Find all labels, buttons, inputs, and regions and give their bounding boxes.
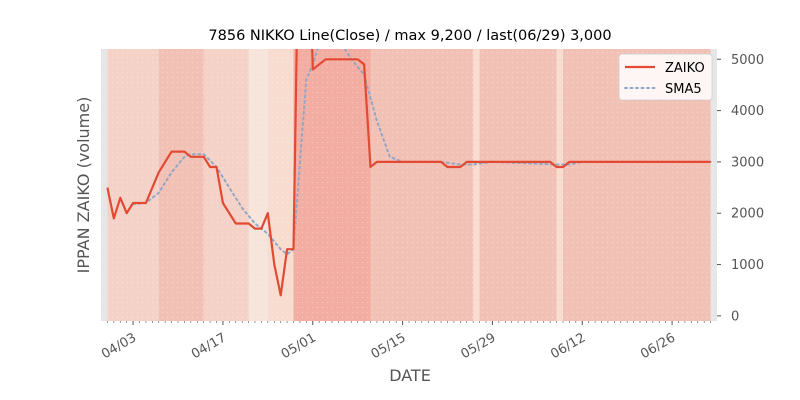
x-tick-label: 05/29 [458, 330, 498, 362]
x-tick-label: 04/17 [189, 330, 229, 362]
y-tick-label: 2000 [731, 207, 764, 222]
x-tick-label: 06/26 [638, 330, 678, 362]
x-axis-ticks: 04/03 04/17 05/01 05/15 05/29 06/12 06/26 [99, 321, 678, 362]
x-axis-label: DATE [389, 366, 431, 385]
y-axis-label: IPPAN ZAIKO (volume) [74, 97, 93, 274]
legend: ZAIKO SMA5 [618, 53, 713, 101]
chart-title: 7856 NIKKO Line(Close) / max 9,200 / las… [208, 28, 611, 44]
y-axis-ticks: 0 1000 2000 3000 4000 5000 [717, 53, 764, 324]
y-tick-label: 0 [731, 309, 739, 324]
y-tick-label: 5000 [731, 53, 764, 68]
plot-dot-pattern [101, 49, 717, 321]
legend-zaiko-label: ZAIKO [665, 61, 705, 76]
zaiko-line [106, 49, 711, 297]
x-axis-minor-ticks [107, 321, 711, 323]
x-tick-label: 05/01 [279, 330, 319, 362]
y-tick-label: 1000 [731, 258, 764, 273]
y-tick-label: 4000 [731, 104, 764, 119]
x-tick-label: 05/15 [369, 330, 409, 362]
sma5-line [132, 49, 712, 256]
x-tick-label: 06/12 [548, 330, 588, 362]
x-tick-label: 04/03 [99, 330, 139, 362]
legend-sma5-label: SMA5 [665, 82, 702, 97]
y-tick-label: 3000 [731, 155, 764, 170]
